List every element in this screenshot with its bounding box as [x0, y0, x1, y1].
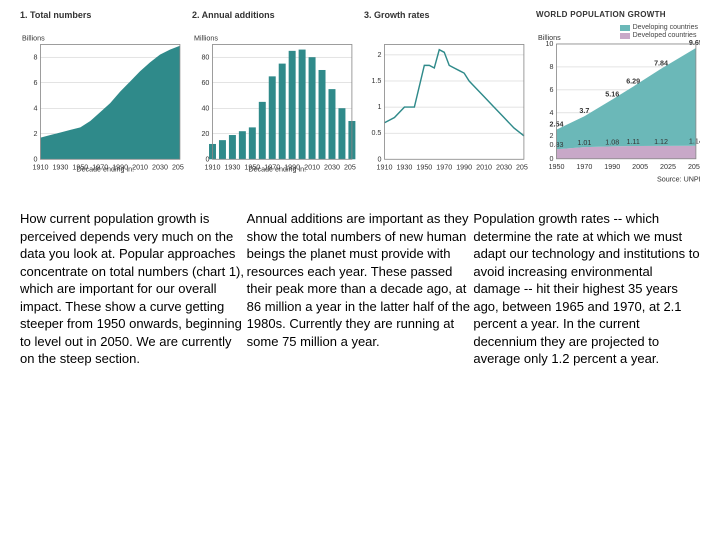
svg-text:6: 6 — [33, 79, 37, 87]
legend-label: Developed countries — [633, 32, 697, 39]
legend-item-developed: Developed countries — [620, 32, 698, 39]
svg-text:2050: 2050 — [172, 164, 184, 172]
svg-text:1910: 1910 — [205, 164, 221, 172]
svg-text:1910: 1910 — [33, 164, 49, 172]
y-axis-title: Millions — [194, 34, 218, 42]
svg-text:2005: 2005 — [632, 163, 648, 171]
chart-panel-total-numbers: 1. Total numbers Billions 02468191019301… — [20, 10, 184, 190]
chart-area-svg: Billions 0246819101930195019701990201020… — [20, 24, 184, 190]
text-column-3: Population growth rates -- which determi… — [473, 210, 700, 368]
svg-text:7.84: 7.84 — [654, 60, 668, 68]
svg-text:1.5: 1.5 — [371, 77, 381, 85]
chart-panel-growth-rates: 3. Growth rates 0 0.5 1 1.5 2 19101930 1950 197… — [364, 10, 528, 190]
svg-text:0: 0 — [377, 155, 381, 163]
svg-text:1930: 1930 — [224, 164, 240, 172]
svg-text:2030: 2030 — [496, 164, 512, 172]
x-axis-title: Decade ending in: — [248, 166, 306, 174]
svg-text:4: 4 — [33, 104, 37, 112]
legend-swatch-icon — [620, 33, 630, 39]
legend-item-developing: Developing countries — [620, 24, 698, 31]
svg-text:4: 4 — [549, 109, 553, 117]
svg-text:40: 40 — [201, 104, 209, 112]
svg-text:0.5: 0.5 — [371, 129, 381, 137]
chart-title: 3. Growth rates — [364, 10, 528, 20]
svg-text:1950: 1950 — [416, 164, 432, 172]
svg-text:1950: 1950 — [549, 163, 565, 171]
chart-title: WORLD POPULATION GROWTH — [536, 10, 700, 19]
svg-text:1.11: 1.11 — [626, 138, 639, 146]
svg-text:2050: 2050 — [344, 164, 356, 172]
svg-text:20: 20 — [201, 130, 209, 138]
chart-title: 1. Total numbers — [20, 10, 184, 20]
text-row: How current population growth is perceiv… — [20, 210, 700, 368]
svg-text:9.65: 9.65 — [689, 39, 700, 47]
text-column-1: How current population growth is perceiv… — [20, 210, 247, 368]
text-column-2: Annual additions are important as they s… — [247, 210, 474, 368]
svg-text:2010: 2010 — [476, 164, 492, 172]
svg-text:1970: 1970 — [436, 164, 452, 172]
svg-text:1930: 1930 — [52, 164, 68, 172]
source-label: Source: UNPD — [657, 175, 700, 183]
svg-text:1.14: 1.14 — [689, 138, 700, 146]
svg-text:0: 0 — [33, 155, 37, 163]
svg-text:2: 2 — [377, 51, 381, 59]
chart-panel-annual-additions: 2. Annual additions Millions 0 20 40 60 80 19… — [192, 10, 356, 190]
svg-text:6.29: 6.29 — [626, 77, 640, 85]
charts-row: 1. Total numbers Billions 02468191019301… — [20, 10, 700, 190]
chart-legend: Developing countries Developed countries — [620, 24, 698, 39]
svg-text:2010: 2010 — [132, 164, 148, 172]
y-axis-title: Billions — [22, 34, 45, 42]
svg-text:2: 2 — [549, 132, 553, 140]
svg-text:8: 8 — [33, 53, 37, 61]
svg-text:2030: 2030 — [152, 164, 168, 172]
svg-text:80: 80 — [201, 53, 209, 61]
svg-text:2050: 2050 — [516, 164, 528, 172]
x-axis-title: Decade ending in: — [76, 166, 134, 174]
svg-text:6: 6 — [549, 86, 553, 94]
svg-text:1: 1 — [377, 103, 381, 111]
chart-line-svg: 0 0.5 1 1.5 2 19101930 1950 1970 1990 2010 2030 205… — [364, 24, 528, 190]
svg-text:60: 60 — [201, 79, 209, 87]
svg-text:1.01: 1.01 — [577, 139, 591, 147]
chart-bar-svg: Millions 0204060801910193019501970199020… — [192, 24, 356, 190]
svg-text:2: 2 — [33, 130, 37, 138]
svg-text:0: 0 — [549, 155, 553, 163]
legend-swatch-icon — [620, 25, 630, 31]
svg-text:8: 8 — [549, 63, 553, 71]
chart-panel-world-population: WORLD POPULATION GROWTH Developing count… — [536, 10, 700, 190]
svg-text:1990: 1990 — [456, 164, 472, 172]
svg-text:1.08: 1.08 — [605, 138, 619, 146]
svg-text:2050: 2050 — [688, 163, 700, 171]
svg-text:3.7: 3.7 — [579, 107, 589, 115]
svg-text:1910: 1910 — [377, 164, 393, 172]
svg-text:1970: 1970 — [576, 163, 592, 171]
svg-text:1930: 1930 — [396, 164, 412, 172]
svg-text:1990: 1990 — [604, 163, 620, 171]
svg-text:5.16: 5.16 — [605, 90, 619, 98]
svg-text:2030: 2030 — [324, 164, 340, 172]
legend-label: Developing countries — [633, 24, 698, 31]
svg-text:10: 10 — [545, 40, 553, 48]
svg-text:1.12: 1.12 — [654, 138, 668, 146]
svg-text:2010: 2010 — [304, 164, 320, 172]
svg-text:0: 0 — [205, 155, 209, 163]
chart-stacked-svg: Billions 02468102.540.833.71.015.161.086… — [536, 23, 700, 190]
chart-title: 2. Annual additions — [192, 10, 356, 20]
svg-text:2025: 2025 — [660, 163, 676, 171]
